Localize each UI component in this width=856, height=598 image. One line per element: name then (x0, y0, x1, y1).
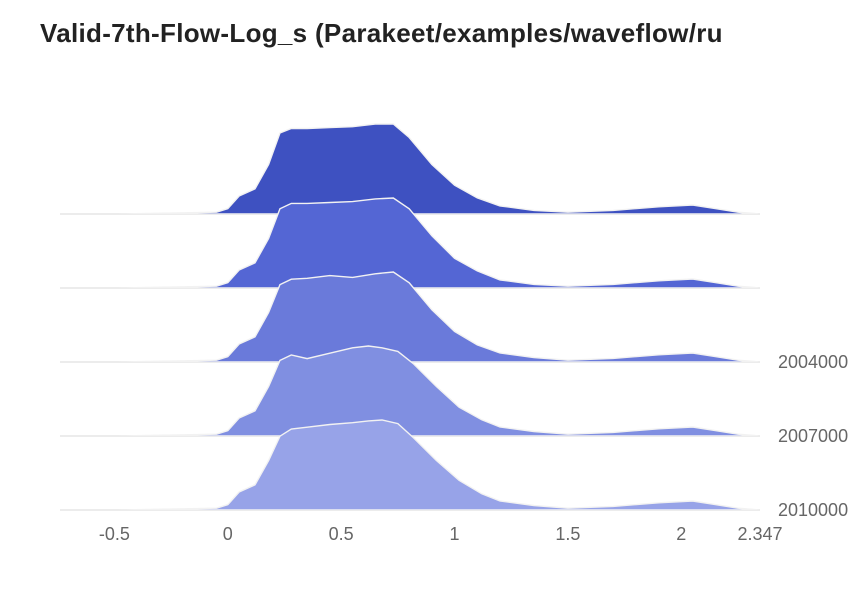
ridgeline-chart: 200400020070002010000-0.500.511.522.347 (60, 118, 760, 538)
y-tick-label: 2007000 (778, 426, 848, 446)
x-tick-label: 0 (223, 524, 233, 544)
x-tick-label: 1.5 (555, 524, 580, 544)
x-tick-label: 1 (450, 524, 460, 544)
ridge-series (60, 124, 760, 214)
chart-title: Valid-7th-Flow-Log_s (Parakeet/examples/… (40, 18, 830, 49)
x-tick-label: 2.347 (737, 524, 782, 544)
y-tick-label: 2010000 (778, 500, 848, 520)
x-tick-label: 2 (676, 524, 686, 544)
x-tick-label: -0.5 (99, 524, 130, 544)
y-tick-label: 2004000 (778, 352, 848, 372)
chart-svg: 200400020070002010000-0.500.511.522.347 (60, 118, 760, 538)
x-tick-label: 0.5 (329, 524, 354, 544)
